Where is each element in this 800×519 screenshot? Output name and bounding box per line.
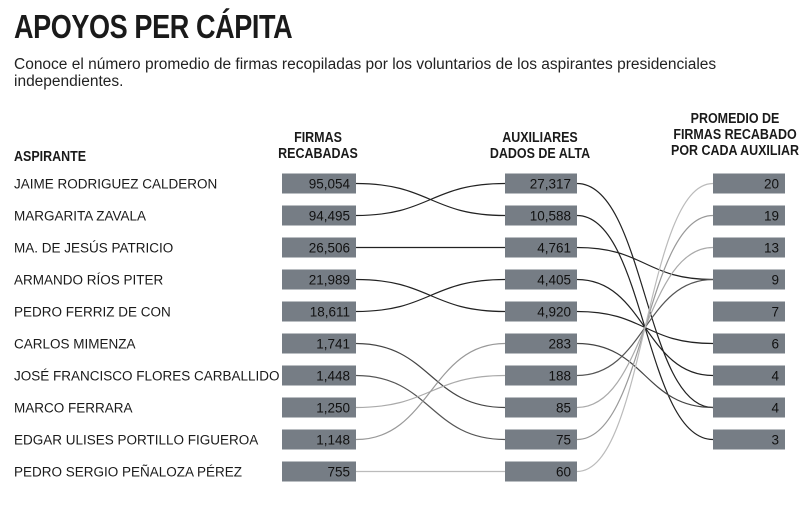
- auxiliares-box: [505, 461, 577, 482]
- promedio-box: [713, 397, 785, 418]
- auxiliares-value: 85: [556, 401, 571, 416]
- header-promedio-line2: FIRMAS RECABADO: [673, 127, 797, 143]
- firmas-box: [282, 301, 356, 322]
- header-firmas-line2: RECABADAS: [278, 146, 358, 162]
- firmas-box: [282, 461, 356, 482]
- promedio-box: [713, 237, 785, 258]
- auxiliares-box: [505, 333, 577, 354]
- link-auxiliares-promedio: [576, 246, 714, 281]
- aspirante-name: MARCO FERRARA: [14, 401, 133, 416]
- promedio-box: [713, 269, 785, 290]
- auxiliares-value: 60: [556, 465, 571, 480]
- auxiliares-box: [505, 269, 577, 290]
- aspirante-name: JAIME RODRIGUEZ CALDERON: [14, 177, 217, 192]
- auxiliares-value: 4,405: [537, 273, 571, 288]
- firmas-box: [282, 397, 356, 418]
- link-firmas-auxiliares: [355, 374, 506, 441]
- auxiliares-box: [505, 429, 577, 450]
- promedio-box: [713, 429, 785, 450]
- chart-title: APOYOS PER CÁPITA: [14, 8, 293, 45]
- promedio-value: 6: [771, 337, 779, 352]
- firmas-box: [282, 429, 356, 450]
- auxiliares-box: [505, 173, 577, 194]
- firmas-box: [282, 333, 356, 354]
- promedio-value: 3: [771, 433, 779, 448]
- auxiliares-value: 10,588: [530, 209, 571, 224]
- firmas-value: 1,741: [316, 337, 350, 352]
- firmas-value: 26,506: [309, 241, 350, 256]
- auxiliares-box: [505, 397, 577, 418]
- firmas-value: 755: [327, 465, 350, 480]
- promedio-value: 4: [771, 401, 779, 416]
- aspirante-name: ARMANDO RÍOS PITER: [14, 273, 164, 288]
- firmas-value: 1,148: [316, 433, 350, 448]
- auxiliares-value: 4,920: [537, 305, 571, 320]
- header-aspirante: ASPIRANTE: [14, 149, 87, 165]
- auxiliares-box: [505, 205, 577, 226]
- firmas-value: 1,448: [316, 369, 350, 384]
- aspirante-name: JOSÉ FRANCISCO FLORES CARBALLIDO: [14, 369, 280, 384]
- promedio-box: [713, 173, 785, 194]
- aspirante-name: EDGAR ULISES PORTILLO FIGUEROA: [14, 433, 258, 448]
- promedio-value: 20: [764, 177, 779, 192]
- promedio-value: 4: [771, 369, 779, 384]
- promedio-value: 9: [771, 273, 779, 288]
- firmas-value: 21,989: [309, 273, 350, 288]
- promedio-box: [713, 205, 785, 226]
- promedio-value: 7: [771, 305, 779, 320]
- header-auxiliares-line1: AUXILIARES: [502, 130, 578, 146]
- aspirante-name: PEDRO SERGIO PEÑALOZA PÉREZ: [14, 465, 242, 480]
- link-firmas-auxiliares: [355, 342, 506, 441]
- firmas-box: [282, 269, 356, 290]
- firmas-value: 95,054: [309, 177, 351, 192]
- firmas-value: 18,611: [310, 305, 350, 320]
- auxiliares-value: 283: [548, 337, 571, 352]
- promedio-box: [713, 365, 785, 386]
- firmas-box: [282, 205, 356, 226]
- link-auxiliares-promedio: [576, 342, 714, 409]
- link-firmas-auxiliares: [355, 182, 506, 217]
- firmas-box: [282, 365, 356, 386]
- aspirante-name: MARGARITA ZAVALA: [14, 209, 146, 224]
- auxiliares-value: 75: [556, 433, 571, 448]
- auxiliares-value: 27,317: [530, 177, 571, 192]
- firmas-value: 1,250: [316, 401, 350, 416]
- header-auxiliares-line2: DADOS DE ALTA: [489, 146, 591, 162]
- header-firmas-line1: FIRMAS: [294, 130, 342, 146]
- link-auxiliares-promedio: [576, 182, 714, 409]
- aspirante-name: CARLOS MIMENZA: [14, 337, 136, 352]
- chart-subtitle: Conoce el número promedio de firmas reco…: [14, 56, 717, 90]
- promedio-box: [713, 301, 785, 322]
- link-firmas-auxiliares: [355, 342, 506, 409]
- promedio-box: [713, 333, 785, 354]
- firmas-box: [282, 237, 356, 258]
- header-promedio-line1: PROMEDIO DE: [690, 111, 780, 127]
- header-promedio-line3: POR CADA AUXILIAR: [671, 143, 799, 159]
- auxiliares-box: [505, 365, 577, 386]
- auxiliares-value: 4,761: [537, 241, 571, 256]
- firmas-value: 94,495: [309, 209, 350, 224]
- promedio-value: 19: [764, 209, 779, 224]
- link-auxiliares-promedio: [576, 182, 714, 473]
- firmas-box: [282, 173, 356, 194]
- auxiliares-value: 188: [548, 369, 571, 384]
- header-firmas: FIRMAS RECABADAS: [266, 130, 369, 162]
- link-firmas-auxiliares: [355, 278, 506, 313]
- header-auxiliares: AUXILIARES DADOS DE ALTA: [480, 130, 600, 162]
- header-promedio: PROMEDIO DE FIRMAS RECABADO POR CADA AUX…: [671, 111, 800, 159]
- aspirante-name: MA. DE JESÚS PATRICIO: [14, 241, 173, 256]
- auxiliares-box: [505, 301, 577, 322]
- auxiliares-box: [505, 237, 577, 258]
- promedio-value: 13: [764, 241, 779, 256]
- aspirante-name: PEDRO FERRIZ DE CON: [14, 305, 171, 320]
